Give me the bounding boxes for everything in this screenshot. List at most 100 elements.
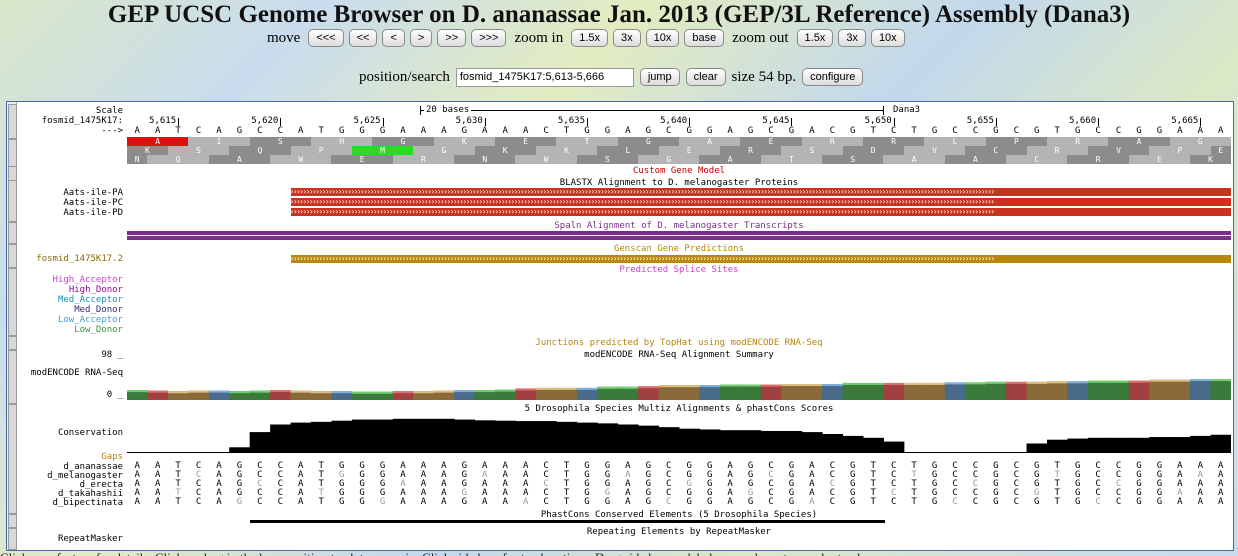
browser-image-panel[interactable]: Scale fosmid_1475K17: ---> 20 bases Dana… bbox=[6, 101, 1234, 551]
clear-button[interactable]: clear bbox=[685, 68, 726, 86]
amino-acid-cell: E bbox=[495, 137, 557, 146]
configure-button[interactable]: configure bbox=[802, 68, 864, 86]
alignment-base: G bbox=[747, 488, 754, 498]
sequence-base: C bbox=[1115, 126, 1122, 136]
zoom-in-1-5x-button[interactable]: 1.5x bbox=[571, 29, 609, 47]
ruler-tick-label: 5,635 bbox=[557, 116, 585, 126]
rnaseq-bar bbox=[127, 390, 148, 400]
conservation-bar bbox=[290, 422, 312, 453]
phastcons-element[interactable] bbox=[250, 520, 885, 523]
rnaseq-bar-cap bbox=[658, 385, 680, 388]
alignment-base: G bbox=[461, 461, 468, 471]
alignment-base: C bbox=[972, 479, 979, 489]
side-bar-ruler[interactable] bbox=[8, 104, 17, 139]
rnaseq-label[interactable]: modENCODE RNA-Seq bbox=[30, 368, 123, 378]
blastx-feature-bar[interactable]: ››››››››››››››››››››››››››››››››››››››››… bbox=[290, 208, 1231, 216]
rnaseq-bar-cap bbox=[679, 385, 700, 388]
zoom-in-10x-button[interactable]: 10x bbox=[645, 29, 680, 47]
spaln-features[interactable] bbox=[127, 231, 1231, 243]
alignment-base: G bbox=[338, 497, 345, 507]
side-bar-genscan[interactable] bbox=[8, 244, 17, 268]
zoom-out-10x-button[interactable]: 10x bbox=[870, 29, 905, 47]
alignment-base: C bbox=[195, 470, 202, 480]
move-left-button[interactable]: < bbox=[382, 29, 405, 47]
alignment-base: A bbox=[441, 488, 447, 498]
conservation-bar bbox=[331, 420, 353, 453]
blastx-feature-bar[interactable]: ››››››››››››››››››››››››››››››››››››››››… bbox=[290, 188, 1231, 196]
alignment-base: G bbox=[747, 461, 754, 471]
alignment-base: A bbox=[1177, 497, 1183, 507]
genscan-item-label[interactable]: fosmid_1475K17.2 bbox=[36, 254, 123, 264]
species-label-takahashii: d_takahashii bbox=[57, 489, 123, 499]
conservation-bar bbox=[433, 418, 455, 453]
sequence-base: G bbox=[236, 126, 243, 136]
species-label-melanogaster: d_melanogaster bbox=[47, 471, 123, 481]
amino-acid-cell: S bbox=[781, 146, 843, 155]
blastx-label-pc[interactable]: Aats-ile-PC bbox=[63, 198, 123, 208]
move-far-right-button[interactable]: >>> bbox=[471, 29, 507, 47]
alignment-base: A bbox=[1177, 479, 1183, 489]
conservation-bar bbox=[822, 434, 844, 453]
alignment-base: G bbox=[850, 461, 856, 471]
rnaseq-bar-cap bbox=[822, 384, 844, 387]
alignment-base: G bbox=[706, 497, 713, 507]
jump-button[interactable]: jump bbox=[639, 68, 680, 86]
zoom-in-3x-button[interactable]: 3x bbox=[613, 29, 641, 47]
zoom-out-3x-button[interactable]: 3x bbox=[838, 29, 866, 47]
side-bar-junctions[interactable] bbox=[8, 336, 17, 350]
side-bar-spaln[interactable] bbox=[8, 222, 17, 244]
blastx-feature-bar[interactable]: ››››››››››››››››››››››››››››››››››››››››… bbox=[290, 198, 1231, 206]
genscan-feature[interactable]: ››››››››››››››››››››››››››››››››››››››››… bbox=[127, 255, 1231, 264]
side-bar-multiz[interactable] bbox=[8, 404, 17, 514]
conservation-graph[interactable] bbox=[127, 413, 1231, 453]
position-search-input[interactable]: fosmid_1475K17:5,613-5,666 bbox=[455, 67, 634, 87]
alignment-base: G bbox=[1136, 470, 1142, 480]
conservation-bar bbox=[1190, 435, 1212, 453]
sequence-base: G bbox=[747, 126, 754, 136]
alignment-base: A bbox=[1177, 488, 1183, 498]
rnaseq-bar bbox=[924, 382, 946, 400]
move-label: move bbox=[267, 29, 301, 46]
conservation-bar bbox=[597, 423, 619, 453]
spaln-feature-bar[interactable] bbox=[127, 231, 1231, 235]
move-right-more-button[interactable]: >> bbox=[437, 29, 467, 47]
rnaseq-bar bbox=[883, 382, 905, 400]
move-right-button[interactable]: > bbox=[409, 29, 433, 47]
side-bar-rnaseq[interactable] bbox=[8, 350, 17, 404]
side-bar-frames[interactable] bbox=[8, 139, 17, 167]
blastx-features[interactable]: ››››››››››››››››››››››››››››››››››››››››… bbox=[127, 188, 1231, 218]
rnaseq-bar bbox=[822, 384, 844, 400]
spaln-feature-bar[interactable] bbox=[127, 236, 1231, 240]
repeatmasker-label[interactable]: RepeatMasker bbox=[57, 534, 123, 544]
alignment-base: G bbox=[379, 470, 386, 480]
move-left-more-button[interactable]: << bbox=[348, 29, 378, 47]
rnaseq-bar bbox=[270, 390, 292, 400]
side-bar-splice[interactable] bbox=[8, 268, 17, 336]
side-bar-custom-gene[interactable] bbox=[8, 166, 17, 181]
blastx-label-pd[interactable]: Aats-ile-PD bbox=[63, 208, 123, 218]
alignment-base: G bbox=[747, 497, 754, 507]
side-bar-repeatmasker[interactable] bbox=[8, 528, 17, 550]
side-bar-phastcons[interactable] bbox=[8, 514, 17, 528]
conservation-bar bbox=[1210, 434, 1231, 453]
conservation-label[interactable]: Conservation bbox=[57, 428, 123, 438]
rnaseq-bar bbox=[944, 382, 966, 400]
move-far-left-button[interactable]: <<< bbox=[308, 29, 344, 47]
alignment-base: A bbox=[216, 479, 222, 489]
sequence-base: C bbox=[1013, 126, 1020, 136]
ruler-tick-label: 5,615 bbox=[149, 116, 177, 126]
alignment-base: G bbox=[686, 488, 692, 498]
genscan-feature-bar[interactable]: ››››››››››››››››››››››››››››››››››››››››… bbox=[290, 255, 1231, 263]
sequence-base: C bbox=[1095, 126, 1101, 136]
side-bar-blastx[interactable] bbox=[8, 180, 17, 222]
sequence-base: G bbox=[686, 126, 692, 136]
alignment-base: G bbox=[931, 497, 938, 507]
rnaseq-coverage-graph[interactable] bbox=[127, 360, 1231, 400]
zoom-out-1-5x-button[interactable]: 1.5x bbox=[796, 29, 834, 47]
rnaseq-bar bbox=[331, 391, 353, 400]
alignment-base: G bbox=[1136, 488, 1142, 498]
alignment-base: G bbox=[236, 479, 243, 489]
zoom-base-button[interactable]: base bbox=[684, 29, 725, 47]
blastx-label-pa[interactable]: Aats-ile-PA bbox=[63, 188, 123, 198]
